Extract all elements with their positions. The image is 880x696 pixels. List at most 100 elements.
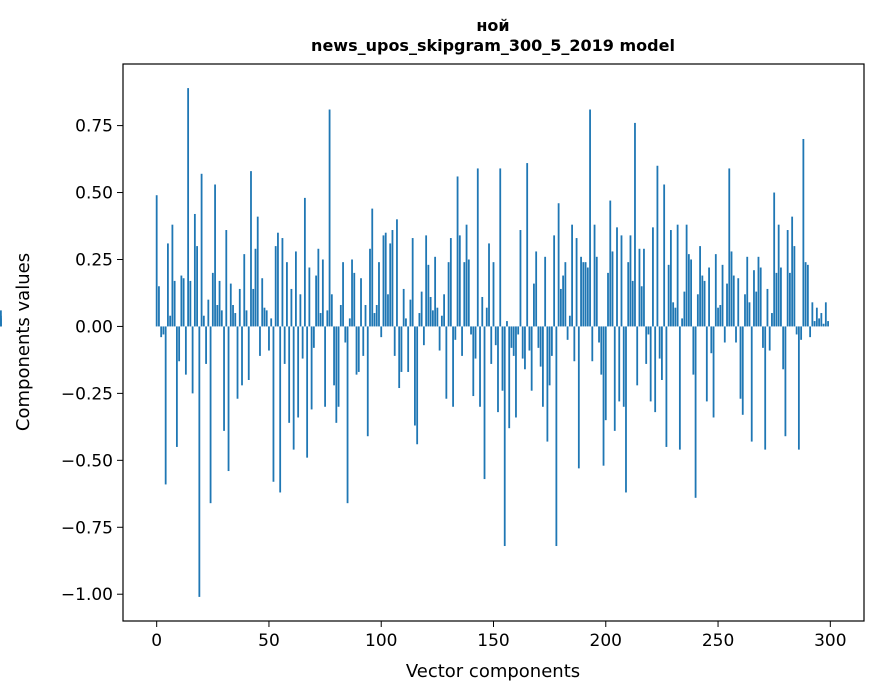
- bar: [744, 294, 746, 327]
- bar: [613, 326, 616, 431]
- bar: [272, 326, 275, 482]
- bar: [303, 197, 306, 327]
- bar: [609, 200, 612, 327]
- bar: [815, 307, 818, 327]
- bar: [820, 313, 823, 327]
- bar: [218, 280, 221, 327]
- bar: [396, 219, 398, 327]
- bar: [191, 326, 194, 394]
- bar: [566, 326, 569, 340]
- bar: [286, 262, 288, 327]
- bar: [517, 326, 520, 335]
- bar: [647, 326, 650, 335]
- bar: [490, 326, 493, 364]
- bar: [508, 326, 511, 429]
- bar: [205, 326, 207, 364]
- bar: [160, 326, 163, 338]
- bar: [178, 326, 181, 362]
- bar: [811, 302, 814, 327]
- bar: [364, 305, 367, 327]
- bar: [259, 326, 261, 356]
- bar: [416, 326, 419, 445]
- bar: [519, 230, 522, 327]
- bar: [771, 313, 773, 327]
- bar: [187, 88, 190, 327]
- bar: [573, 326, 576, 362]
- bar: [295, 251, 297, 327]
- bar: [440, 315, 443, 327]
- bar: [607, 272, 609, 327]
- bar: [521, 326, 524, 359]
- bar: [625, 326, 627, 493]
- bar: [762, 326, 764, 348]
- bar: [319, 313, 322, 327]
- bar: [387, 294, 389, 327]
- bar: [474, 326, 477, 359]
- bar: [591, 326, 594, 362]
- bar: [169, 315, 172, 327]
- bar: [220, 310, 223, 327]
- bar: [757, 256, 760, 327]
- bar: [672, 302, 675, 327]
- bar: [315, 275, 318, 327]
- bar: [663, 184, 666, 327]
- bar: [223, 326, 225, 431]
- bar: [503, 326, 506, 547]
- y-axis-ticks: −1.00 −0.75 −0.50 −0.25 0.00 0.25 0.50 0.75: [61, 117, 123, 605]
- bar: [189, 280, 192, 327]
- bar: [766, 288, 769, 327]
- bar: [589, 109, 591, 327]
- bar: [559, 288, 562, 327]
- bar: [470, 326, 472, 335]
- bar: [544, 256, 547, 327]
- bar: [328, 109, 331, 327]
- bar: [362, 326, 365, 356]
- bar: [827, 321, 829, 327]
- bar: [476, 168, 479, 327]
- bar: [622, 326, 625, 407]
- bar: [245, 310, 248, 327]
- bar: [652, 227, 654, 327]
- bar: [454, 326, 457, 340]
- plot-frame: [122, 63, 865, 622]
- bar: [429, 296, 432, 327]
- bar: [703, 280, 706, 327]
- bar: [696, 294, 699, 327]
- bar: [784, 326, 787, 437]
- bar: [759, 267, 762, 327]
- y-tick-label: 0.50: [75, 184, 113, 204]
- bar: [225, 230, 228, 327]
- bar: [375, 305, 378, 327]
- bar: [611, 251, 614, 327]
- bar: [577, 326, 580, 469]
- bar: [427, 264, 430, 327]
- y-tick-label: 0.25: [75, 250, 113, 270]
- bar: [236, 326, 239, 399]
- bar: [685, 224, 688, 327]
- bar: [167, 243, 169, 327]
- bar: [631, 280, 634, 327]
- y-tick-label: −0.25: [61, 384, 113, 404]
- bar: [575, 238, 578, 327]
- bar: [618, 326, 621, 402]
- bar: [546, 326, 549, 442]
- bar: [384, 232, 387, 327]
- bar: [717, 307, 719, 327]
- bar: [755, 291, 758, 327]
- bar: [306, 326, 309, 458]
- bar: [418, 313, 421, 327]
- bar: [593, 224, 596, 327]
- bar: [768, 326, 771, 351]
- bar: [730, 251, 733, 327]
- bar: [229, 283, 232, 327]
- bar: [483, 326, 486, 480]
- bar: [806, 264, 809, 327]
- bar: [705, 326, 708, 402]
- bar: [795, 326, 798, 335]
- bar: [265, 310, 268, 327]
- bar: [793, 246, 796, 327]
- bar: [252, 288, 255, 327]
- bar: [535, 251, 538, 327]
- bar: [723, 326, 726, 343]
- bar: [604, 326, 607, 421]
